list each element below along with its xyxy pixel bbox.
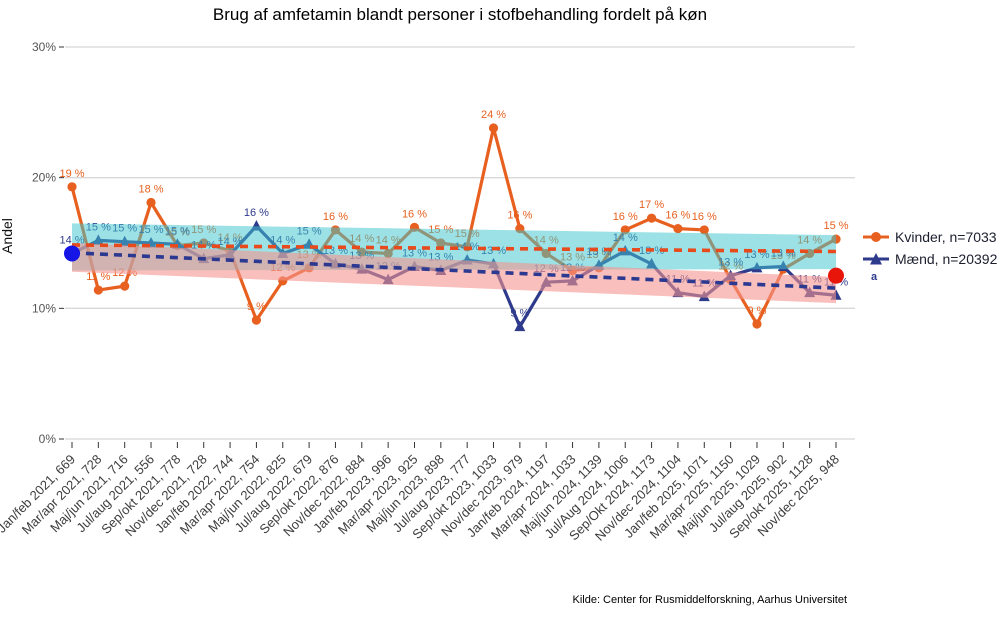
svg-text:16 %: 16 % <box>613 211 638 223</box>
svg-text:15 %: 15 % <box>823 220 848 232</box>
svg-text:10%: 10% <box>32 301 56 315</box>
svg-text:17 %: 17 % <box>639 199 664 211</box>
svg-text:11 %: 11 % <box>86 271 110 283</box>
legend-item-maend: Mænd, n=20392 <box>862 248 997 270</box>
legend-text-symbol: a <box>871 271 878 283</box>
svg-text:18 %: 18 % <box>138 183 163 195</box>
svg-text:24 %: 24 % <box>481 109 506 121</box>
legend-label-kvinder: Kvinder, n=7033 <box>895 229 997 245</box>
svg-text:16 %: 16 % <box>402 208 427 220</box>
svg-text:19 %: 19 % <box>59 168 84 180</box>
svg-text:9 %: 9 % <box>747 305 766 317</box>
svg-text:16 %: 16 % <box>665 210 690 222</box>
legend-item-kvinder: Kvinder, n=7033 <box>862 226 997 248</box>
svg-text:9 %: 9 % <box>247 301 266 313</box>
svg-text:0%: 0% <box>39 432 57 446</box>
svg-text:9 %: 9 % <box>510 308 529 320</box>
svg-text:30%: 30% <box>32 40 56 54</box>
legend-label-maend: Mænd, n=20392 <box>895 251 998 267</box>
legend: Kvinder, n=7033 Mænd, n=20392 a <box>862 226 997 283</box>
svg-text:16 %: 16 % <box>507 210 532 222</box>
source-caption: Kilde: Center for Rusmiddelforskning, Aa… <box>572 594 847 606</box>
svg-text:20%: 20% <box>32 171 56 185</box>
svg-text:16 %: 16 % <box>323 211 348 223</box>
chart-title: Brug af amfetamin blandt personer i stof… <box>212 5 708 24</box>
svg-text:16 %: 16 % <box>692 211 717 223</box>
kvinder-line-marker-icon <box>862 229 890 245</box>
maend-line-marker-icon <box>862 251 890 267</box>
svg-text:16 %: 16 % <box>244 207 269 219</box>
